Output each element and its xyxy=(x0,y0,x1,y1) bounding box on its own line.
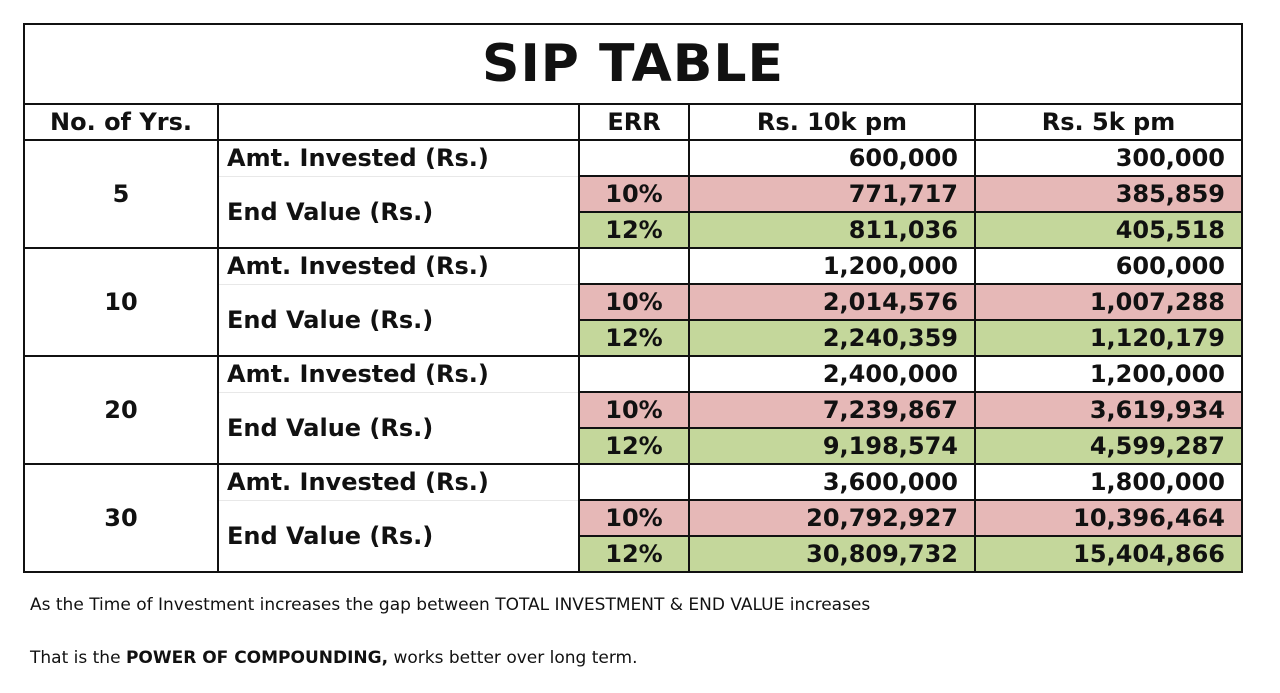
table-row: 12% 30,809,732 15,404,866 xyxy=(24,535,1243,573)
invested-label: Amt. Invested (Rs.) xyxy=(217,355,580,393)
table-row: End Value (Rs.) 10% 7,239,867 3,619,934 xyxy=(24,391,1243,465)
invested-5k-value: 1,800,000 xyxy=(974,463,1243,501)
invested-label: Amt. Invested (Rs.) xyxy=(217,247,580,285)
header-err: ERR xyxy=(578,103,690,141)
end-value-10k-err10: 2,014,576 xyxy=(688,283,976,321)
end-value-label: End Value (Rs.) xyxy=(217,283,580,357)
invested-5k-value: 1,200,000 xyxy=(974,355,1243,393)
err-rate-10: 10% xyxy=(578,175,690,213)
header-10k: Rs. 10k pm xyxy=(688,103,976,141)
end-value-10k-err10: 20,792,927 xyxy=(688,499,976,537)
table-row: 12% 811,036 405,518 xyxy=(24,211,1243,249)
header-years: No. of Yrs. xyxy=(23,103,219,141)
header-row: No. of Yrs. ERR Rs. 10k pm Rs. 5k pm xyxy=(23,103,1243,141)
table-row: 12% 2,240,359 1,120,179 xyxy=(24,319,1243,357)
footnote-compounding: That is the POWER OF COMPOUNDING, works … xyxy=(30,648,638,668)
err-rate-10: 10% xyxy=(578,499,690,537)
sip-table: SIP TABLE No. of Yrs. ERR Rs. 10k pm Rs.… xyxy=(23,23,1243,573)
end-value-10k-err12: 9,198,574 xyxy=(688,427,976,465)
err-rate-10: 10% xyxy=(578,283,690,321)
err-cell-empty xyxy=(578,247,690,285)
years-cell: 20 xyxy=(23,355,219,465)
end-value-10k-err10: 7,239,867 xyxy=(688,391,976,429)
err-cell-empty xyxy=(578,463,690,501)
footnote-emphasis: POWER OF COMPOUNDING, xyxy=(125,648,389,668)
footnote-gap: As the Time of Investment increases the … xyxy=(30,595,871,615)
end-value-label: End Value (Rs.) xyxy=(217,391,580,465)
err-rate-12: 12% xyxy=(578,211,690,249)
invested-10k-value: 2,400,000 xyxy=(688,355,976,393)
invested-5k-value: 300,000 xyxy=(974,139,1243,177)
err-rate-12: 12% xyxy=(578,427,690,465)
end-value-5k-err10: 3,619,934 xyxy=(974,391,1243,429)
invested-10k-value: 3,600,000 xyxy=(688,463,976,501)
years-cell: 10 xyxy=(23,247,219,357)
years-cell: 5 xyxy=(23,139,219,249)
invested-5k-value: 600,000 xyxy=(974,247,1243,285)
end-value-5k-err12: 405,518 xyxy=(974,211,1243,249)
table-row: 30 Amt. Invested (Rs.) 3,600,000 1,800,000 xyxy=(23,463,1243,573)
table-row: End Value (Rs.) 10% 20,792,927 10,396,464 xyxy=(24,499,1243,573)
end-value-10k-err10: 771,717 xyxy=(688,175,976,213)
end-value-5k-err10: 1,007,288 xyxy=(974,283,1243,321)
footnote-prefix: That is the xyxy=(30,648,126,668)
end-value-10k-err12: 30,809,732 xyxy=(688,535,976,573)
table-row: End Value (Rs.) 10% 2,014,576 1,007,288 xyxy=(24,283,1243,357)
end-value-5k-err12: 4,599,287 xyxy=(974,427,1243,465)
end-value-5k-err10: 385,859 xyxy=(974,175,1243,213)
end-value-label: End Value (Rs.) xyxy=(217,175,580,249)
err-rate-12: 12% xyxy=(578,319,690,357)
end-value-5k-err12: 1,120,179 xyxy=(974,319,1243,357)
table-row: End Value (Rs.) 10% 771,717 385,859 xyxy=(24,175,1243,249)
err-rate-12: 12% xyxy=(578,535,690,573)
end-value-5k-err10: 10,396,464 xyxy=(974,499,1243,537)
end-value-10k-err12: 811,036 xyxy=(688,211,976,249)
invested-label: Amt. Invested (Rs.) xyxy=(217,463,580,501)
years-cell: 30 xyxy=(23,463,219,573)
invested-10k-value: 1,200,000 xyxy=(688,247,976,285)
end-value-5k-err12: 15,404,866 xyxy=(974,535,1243,573)
err-cell-empty xyxy=(578,139,690,177)
end-value-label: End Value (Rs.) xyxy=(217,499,580,573)
table-row: 12% 9,198,574 4,599,287 xyxy=(24,427,1243,465)
header-label xyxy=(217,103,580,141)
table-title: SIP TABLE xyxy=(23,23,1243,105)
header-5k: Rs. 5k pm xyxy=(974,103,1243,141)
end-value-10k-err12: 2,240,359 xyxy=(688,319,976,357)
err-cell-empty xyxy=(578,355,690,393)
invested-10k-value: 600,000 xyxy=(688,139,976,177)
err-rate-10: 10% xyxy=(578,391,690,429)
table-row: 10 Amt. Invested (Rs.) 1,200,000 600,000 xyxy=(23,247,1243,357)
invested-label: Amt. Invested (Rs.) xyxy=(217,139,580,177)
table-row: 5 Amt. Invested (Rs.) 600,000 300,000 xyxy=(23,139,1243,249)
table-row: 20 Amt. Invested (Rs.) 2,400,000 1,200,000 xyxy=(23,355,1243,465)
footnote-suffix: works better over long term. xyxy=(388,648,638,668)
